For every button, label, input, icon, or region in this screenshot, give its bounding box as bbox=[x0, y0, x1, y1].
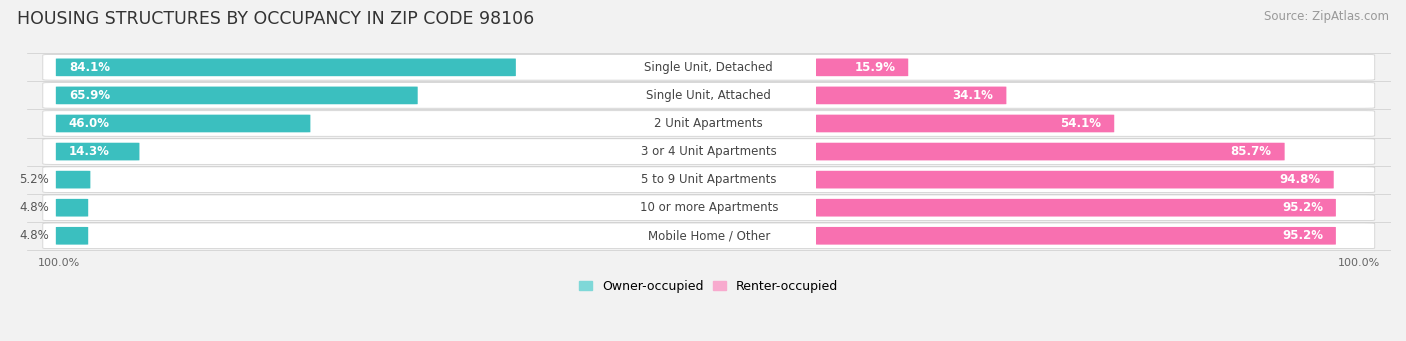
Text: 4.8%: 4.8% bbox=[20, 201, 49, 214]
FancyBboxPatch shape bbox=[42, 83, 1375, 108]
FancyBboxPatch shape bbox=[42, 55, 1375, 80]
Text: 54.1%: 54.1% bbox=[1060, 117, 1101, 130]
FancyBboxPatch shape bbox=[56, 115, 311, 132]
Text: 95.2%: 95.2% bbox=[1282, 201, 1323, 214]
FancyBboxPatch shape bbox=[42, 223, 1375, 249]
FancyBboxPatch shape bbox=[815, 87, 1007, 104]
Text: 5 to 9 Unit Apartments: 5 to 9 Unit Apartments bbox=[641, 173, 776, 186]
FancyBboxPatch shape bbox=[815, 227, 1336, 244]
FancyBboxPatch shape bbox=[56, 59, 516, 76]
FancyBboxPatch shape bbox=[42, 111, 1375, 136]
Text: 5.2%: 5.2% bbox=[20, 173, 49, 186]
Text: 65.9%: 65.9% bbox=[69, 89, 110, 102]
Text: 94.8%: 94.8% bbox=[1279, 173, 1320, 186]
FancyBboxPatch shape bbox=[56, 143, 139, 160]
FancyBboxPatch shape bbox=[42, 139, 1375, 164]
Text: 14.3%: 14.3% bbox=[69, 145, 110, 158]
Legend: Owner-occupied, Renter-occupied: Owner-occupied, Renter-occupied bbox=[579, 280, 838, 293]
Text: Source: ZipAtlas.com: Source: ZipAtlas.com bbox=[1264, 10, 1389, 23]
Text: 46.0%: 46.0% bbox=[69, 117, 110, 130]
FancyBboxPatch shape bbox=[815, 199, 1336, 217]
FancyBboxPatch shape bbox=[56, 199, 89, 217]
Text: 2 Unit Apartments: 2 Unit Apartments bbox=[654, 117, 763, 130]
FancyBboxPatch shape bbox=[815, 115, 1114, 132]
Text: Single Unit, Detached: Single Unit, Detached bbox=[644, 61, 773, 74]
FancyBboxPatch shape bbox=[56, 227, 89, 244]
Text: 85.7%: 85.7% bbox=[1230, 145, 1271, 158]
Text: Single Unit, Attached: Single Unit, Attached bbox=[647, 89, 772, 102]
Text: 10 or more Apartments: 10 or more Apartments bbox=[640, 201, 778, 214]
FancyBboxPatch shape bbox=[42, 167, 1375, 192]
Text: 15.9%: 15.9% bbox=[855, 61, 896, 74]
Text: HOUSING STRUCTURES BY OCCUPANCY IN ZIP CODE 98106: HOUSING STRUCTURES BY OCCUPANCY IN ZIP C… bbox=[17, 10, 534, 28]
FancyBboxPatch shape bbox=[815, 59, 908, 76]
Text: 84.1%: 84.1% bbox=[69, 61, 110, 74]
FancyBboxPatch shape bbox=[815, 171, 1334, 189]
Text: 3 or 4 Unit Apartments: 3 or 4 Unit Apartments bbox=[641, 145, 776, 158]
FancyBboxPatch shape bbox=[815, 143, 1285, 160]
FancyBboxPatch shape bbox=[56, 171, 90, 189]
FancyBboxPatch shape bbox=[42, 195, 1375, 221]
Text: 34.1%: 34.1% bbox=[952, 89, 994, 102]
Text: 4.8%: 4.8% bbox=[20, 229, 49, 242]
FancyBboxPatch shape bbox=[56, 87, 418, 104]
Text: 95.2%: 95.2% bbox=[1282, 229, 1323, 242]
Text: Mobile Home / Other: Mobile Home / Other bbox=[648, 229, 770, 242]
